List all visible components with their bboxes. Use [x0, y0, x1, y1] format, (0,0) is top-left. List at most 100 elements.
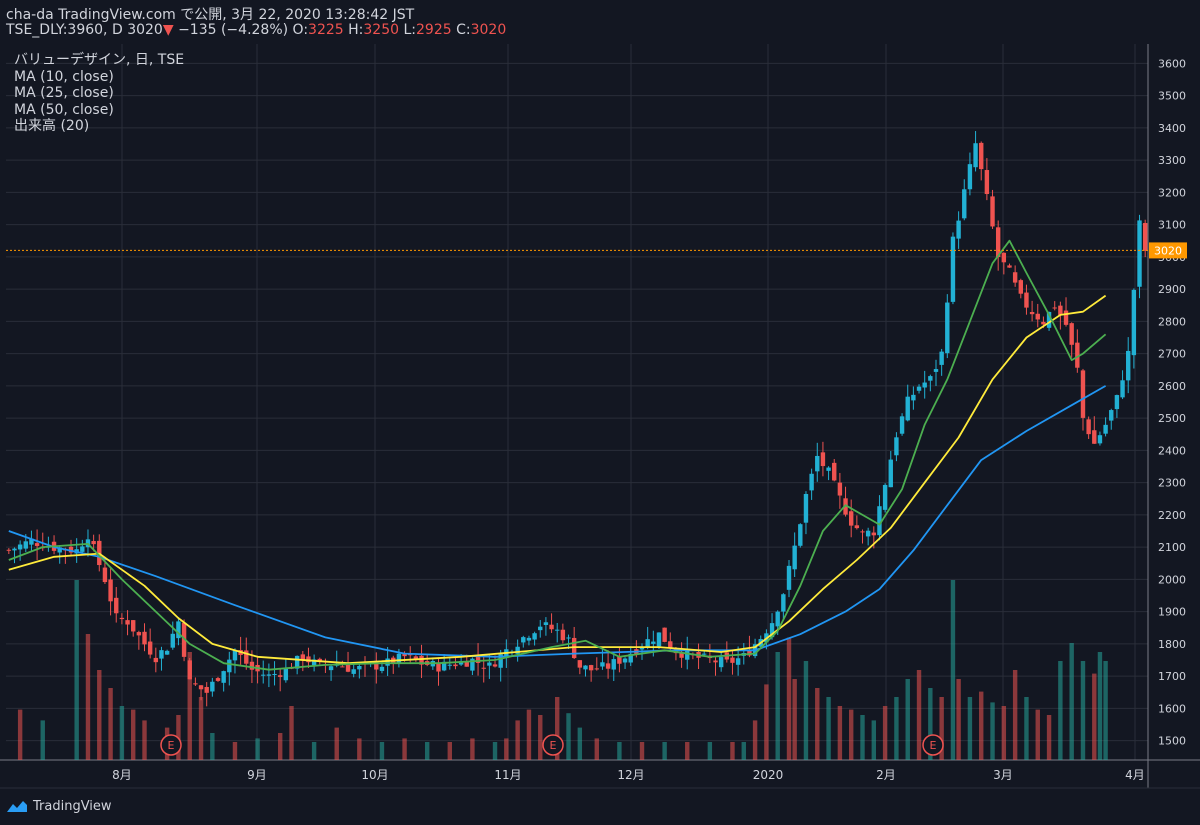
high-value: 3250 [363, 22, 400, 38]
earnings-marker-label: E [168, 739, 175, 752]
candle-body [436, 662, 441, 672]
y-tick-label: 1500 [1158, 735, 1186, 748]
volume-bar [277, 733, 283, 760]
candle-body [1007, 265, 1012, 268]
candle-body [374, 660, 379, 670]
volume-bar [905, 679, 910, 760]
y-tick-label: 2300 [1158, 477, 1186, 490]
legend-ma50[interactable]: MA (50, close) [14, 101, 114, 118]
volume-bar [1035, 709, 1040, 760]
candle-body [560, 629, 566, 641]
candle-body [1035, 313, 1040, 320]
candle-body [685, 649, 690, 660]
earnings-marker [542, 734, 564, 756]
volume-bar [775, 652, 780, 760]
volume-bar [792, 679, 797, 760]
candle-body [651, 641, 656, 644]
volume-bar [1080, 661, 1086, 760]
candle-body [668, 641, 673, 649]
candle-body [882, 484, 888, 510]
volume-bar [108, 688, 113, 760]
candle-body [639, 646, 645, 650]
legend-ma25[interactable]: MA (25, close) [14, 85, 114, 101]
candle-body [1114, 395, 1120, 410]
candle-body [204, 686, 209, 693]
volume-bar [815, 688, 820, 760]
candle-body [769, 623, 775, 638]
candle-body [826, 467, 831, 471]
candle-body [379, 666, 385, 671]
candle-body [441, 661, 447, 671]
y-tick-label: 1900 [1158, 606, 1186, 619]
open-label: O: [292, 22, 309, 38]
candle-body [68, 546, 74, 553]
volume-bar [1046, 715, 1052, 760]
volume-bar [764, 684, 769, 760]
volume-bar [210, 733, 215, 760]
candle-body [244, 650, 249, 664]
candle-body [345, 664, 351, 672]
y-tick-label: 2000 [1158, 573, 1186, 586]
volume-bar [492, 742, 498, 760]
volume-bar [950, 580, 956, 760]
candle-body [555, 629, 560, 631]
candle-body [781, 594, 786, 612]
volume-bar [826, 697, 831, 760]
volume-bar [119, 706, 125, 760]
volume-bar [311, 742, 317, 760]
candle-body [300, 654, 306, 661]
candle-body [837, 482, 843, 496]
candle-body [1097, 435, 1103, 444]
legend-title[interactable]: バリューデザイン, 日, TSE [14, 52, 185, 68]
candle-body [747, 650, 752, 656]
candle-body [266, 674, 272, 676]
candle-body [594, 668, 599, 670]
legend-volume[interactable]: 出来高 (20) [14, 118, 90, 134]
indicator-legend: バリューデザイン, 日, TSE MA (10, close) MA (25, … [14, 52, 184, 135]
candle-body [848, 511, 854, 526]
candle-body [984, 170, 990, 195]
candle-body [283, 667, 289, 681]
publisher-line: cha-da TradingView.com で公開, 3月 22, 2020 … [6, 7, 415, 23]
candle-body [261, 674, 266, 676]
candle-body [939, 351, 944, 365]
brand-logo[interactable]: TradingView [6, 798, 112, 814]
candle-body [458, 661, 464, 665]
candle-body [1137, 220, 1142, 287]
volume-bar [786, 637, 792, 760]
legend-ma10[interactable]: MA (10, close) [14, 68, 114, 85]
volume-bar [526, 709, 532, 760]
volume-bar [848, 709, 854, 760]
candle-body [470, 658, 475, 671]
y-tick-label: 3100 [1158, 219, 1186, 232]
candle-body [532, 633, 537, 640]
y-tick-label: 2100 [1158, 541, 1186, 554]
volume-bar [1069, 643, 1074, 760]
candle-body [12, 548, 17, 551]
candle-body [1063, 310, 1069, 325]
candle-body [786, 565, 792, 590]
candle-body [1103, 424, 1108, 434]
candle-body [933, 369, 939, 372]
candle-body [487, 662, 492, 666]
candle-body [656, 632, 662, 647]
y-tick-label: 2800 [1158, 315, 1186, 328]
volume-bar [232, 742, 238, 760]
y-tick-label: 3600 [1158, 57, 1186, 70]
candle-body [413, 656, 419, 660]
volume-bar [566, 713, 571, 760]
candle-body [475, 657, 481, 663]
candle-body [566, 637, 571, 639]
earnings-marker [160, 734, 182, 756]
candle-body [735, 658, 741, 665]
candle-body [119, 617, 125, 620]
candle-body [57, 547, 62, 553]
volume-bar [662, 742, 667, 760]
volume-bar [990, 702, 995, 760]
candle-body [1052, 307, 1057, 309]
volume-bar [967, 697, 973, 760]
candle-body [832, 462, 837, 481]
candle-body [227, 659, 232, 673]
volume-bar [1058, 661, 1063, 760]
